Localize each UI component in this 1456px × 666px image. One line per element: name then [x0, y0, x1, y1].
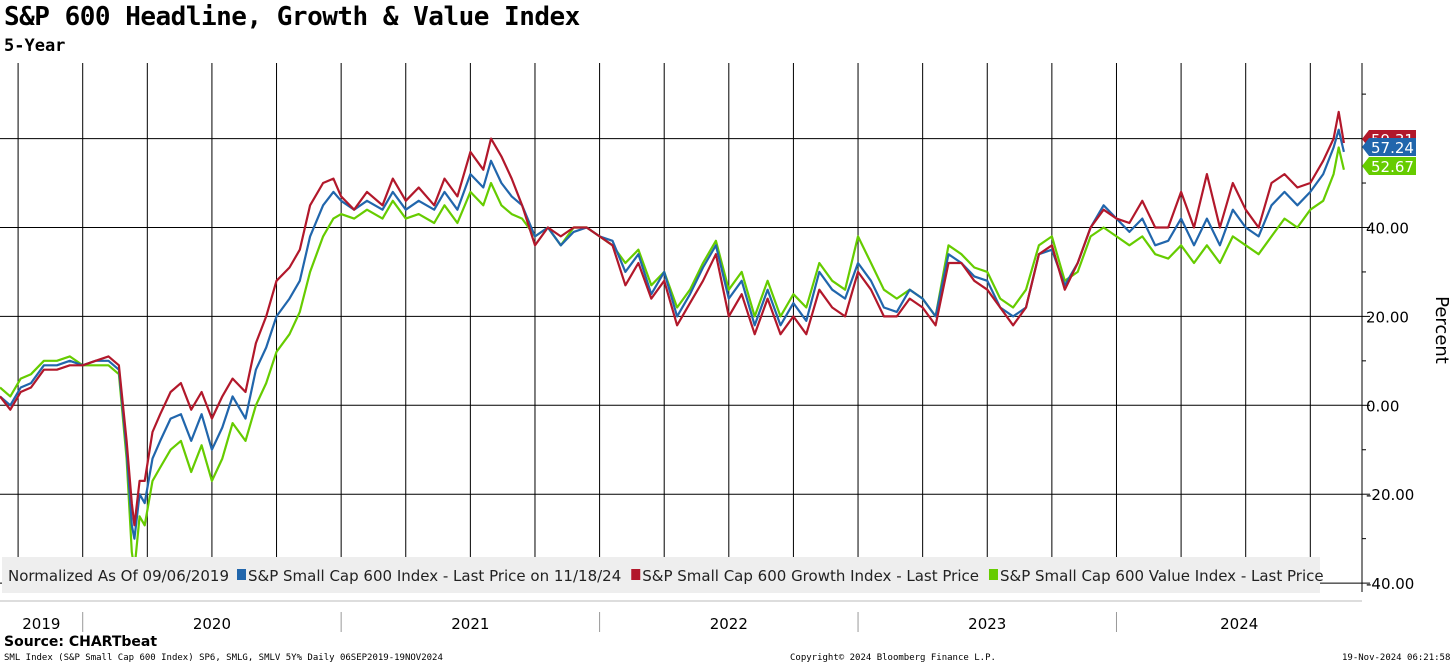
- chart-title: S&P 600 Headline, Growth & Value Index: [4, 2, 580, 32]
- legend[interactable]: Normalized As Of 09/06/2019 S&P Small Cap…: [2, 557, 1324, 593]
- legend-label-headline: S&P Small Cap 600 Index - Last Price on …: [248, 567, 621, 585]
- series-line-headline: [0, 128, 1345, 540]
- source-note: Source: CHARTbeat: [4, 634, 158, 650]
- series-lines: [0, 110, 1345, 571]
- x-year-label: 2024: [1220, 615, 1258, 633]
- x-axis-years: 2019 2020 2021 2022 2023 2024: [0, 600, 1362, 633]
- y-tick-label: 0.00: [1366, 397, 1399, 415]
- y-axis-ticks: -40.00 -20.00 0.00 20.00 40.00: [1362, 93, 1414, 593]
- badge-value: 52.67: [1362, 157, 1416, 176]
- legend-label-value: S&P Small Cap 600 Value Index - Last Pri…: [1000, 567, 1324, 585]
- x-year-label: 2023: [968, 615, 1006, 633]
- chart-subtitle: 5-Year: [4, 36, 66, 56]
- x-year-label: 2020: [193, 615, 231, 633]
- badge-headline: 57.24: [1362, 138, 1416, 157]
- y-tick-label: -20.00: [1366, 486, 1414, 504]
- y-axis-label: Percent: [1431, 296, 1452, 364]
- y-tick-label: 20.00: [1366, 308, 1409, 326]
- badge-value: 57.24: [1371, 139, 1414, 157]
- footer-timestamp: 19-Nov-2024 06:21:58: [1342, 653, 1451, 663]
- badge-value: 52.67: [1371, 158, 1414, 176]
- series-line-value: [0, 146, 1345, 571]
- x-year-label: 2022: [710, 615, 748, 633]
- grid: [0, 63, 1363, 592]
- footer-copyright: Copyright© 2024 Bloomberg Finance L.P.: [790, 653, 996, 663]
- legend-box: [2, 557, 1320, 593]
- series-line-growth: [0, 110, 1345, 527]
- x-year-label: 2021: [451, 615, 489, 633]
- badge-shape: [1362, 138, 1416, 156]
- legend-lead: Normalized As Of 09/06/2019: [8, 567, 229, 585]
- y-tick-label: 40.00: [1366, 219, 1409, 237]
- footer-left: SML Index (S&P Small Cap 600 Index) SP6,…: [4, 653, 443, 663]
- y-tick-label: -40.00: [1366, 575, 1414, 593]
- legend-swatch-value: [988, 569, 998, 580]
- legend-swatch-growth: [631, 569, 641, 580]
- legend-label-growth: S&P Small Cap 600 Growth Index - Last Pr…: [642, 567, 979, 585]
- badge-shape: [1362, 157, 1416, 175]
- legend-swatch-headline: [237, 569, 246, 580]
- x-year-label: 2019: [22, 615, 60, 633]
